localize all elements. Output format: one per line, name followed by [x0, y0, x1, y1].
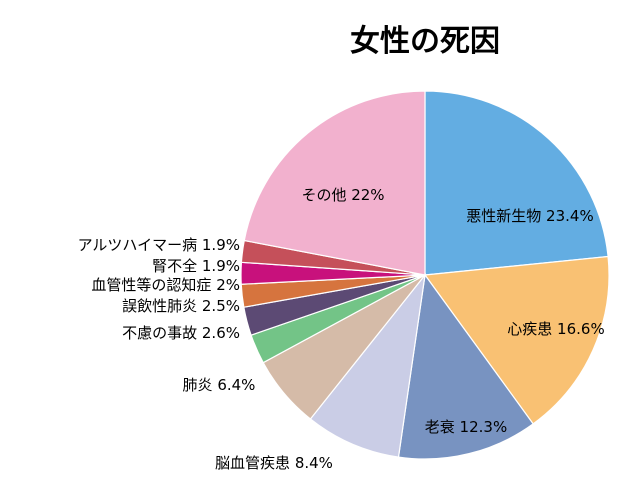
pie-slice [397, 273, 534, 460]
slice-label: 血管性等の認知症 2% [91, 276, 240, 294]
slice-label: その他 22% [301, 186, 384, 204]
pie-slices [240, 90, 610, 460]
slice-label: 肺炎 6.4% [183, 376, 256, 394]
slice-label: 悪性新生物 23.4% [466, 207, 593, 225]
chart-title: 女性の死因 [350, 24, 500, 59]
slice-label: アルツハイマー病 1.9% [78, 236, 240, 254]
slice-label: 腎不全 1.9% [152, 257, 240, 275]
pie-slice [423, 255, 610, 425]
pie-slice [243, 90, 426, 276]
slice-labels: 悪性新生物 23.4% 心疾患 16.6% 老衰 12.3% 脳血管疾患 8.4% 肺炎… [78, 186, 605, 472]
slice-label: 老衰 12.3% [425, 418, 507, 436]
pie-slice [309, 272, 426, 458]
slice-label: 脳血管疾患 8.4% [215, 454, 333, 472]
slice-label: 心疾患 16.6% [507, 320, 604, 338]
pie-slice [424, 90, 609, 276]
slice-label: 誤飲性肺炎 2.5% [122, 297, 240, 315]
slice-label: 不慮の事故 2.6% [122, 324, 240, 342]
